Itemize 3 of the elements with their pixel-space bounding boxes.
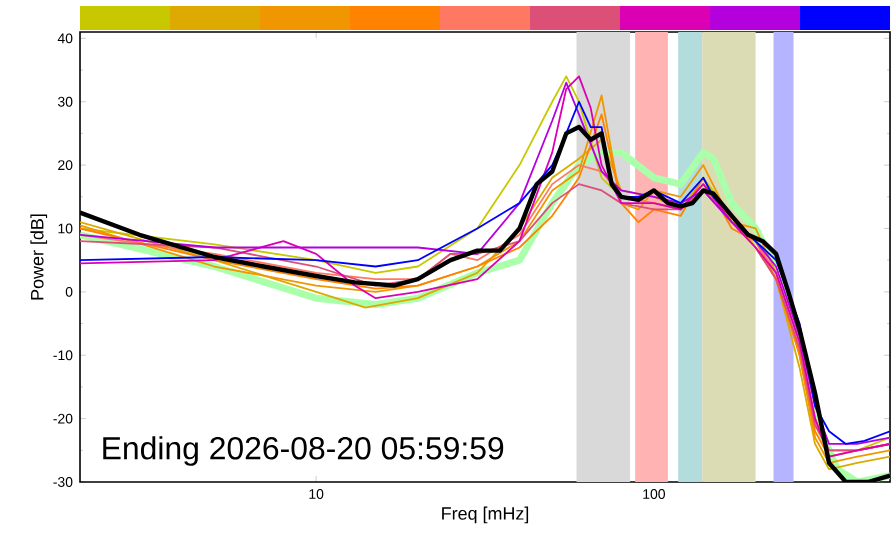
- annotation: Ending 2026-08-20 05:59:59: [103, 436, 504, 466]
- x-axis-title: Freq [mHz]: [442, 506, 529, 524]
- y-axis-title: Power [dB]: [30, 214, 48, 300]
